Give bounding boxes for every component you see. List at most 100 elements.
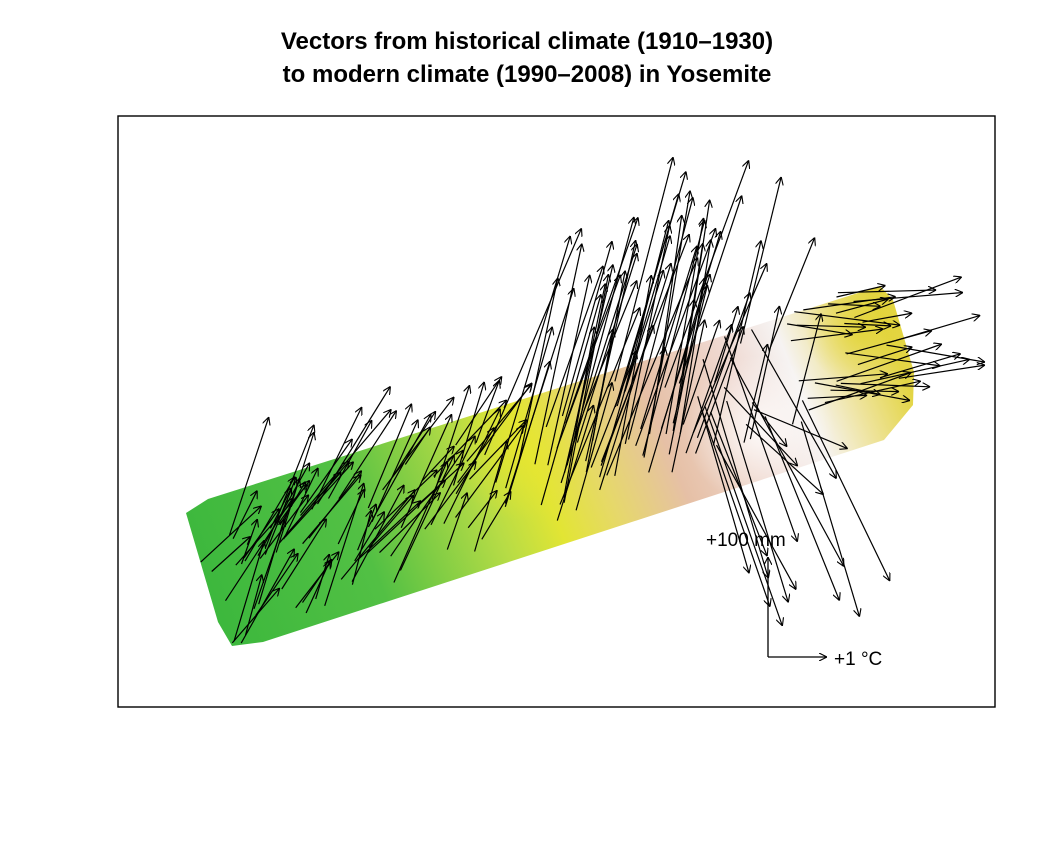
climate-vector xyxy=(857,347,913,366)
climate-vector xyxy=(749,306,779,440)
climate-vector xyxy=(696,293,750,439)
climate-vector xyxy=(798,374,888,382)
climate-vector xyxy=(712,240,761,446)
climate-vector xyxy=(400,414,452,528)
climate-vector xyxy=(371,420,418,523)
climate-vector xyxy=(469,420,527,480)
climate-vector xyxy=(860,359,970,385)
climate-vector xyxy=(764,416,839,600)
climate-vector xyxy=(224,498,293,602)
climate-vector xyxy=(828,304,881,306)
climate-vector xyxy=(259,495,309,559)
climate-vector xyxy=(768,238,814,351)
climate-vector xyxy=(563,274,608,503)
climate-vector xyxy=(640,246,697,430)
climate-vector xyxy=(854,277,961,319)
climate-vector xyxy=(302,475,362,545)
climate-vector xyxy=(240,549,294,644)
climate-vector xyxy=(685,324,732,454)
climate-vector xyxy=(599,263,671,491)
climate-vector xyxy=(475,380,499,444)
climate-vector xyxy=(351,510,371,585)
climate-vector xyxy=(796,325,866,327)
climate-vector xyxy=(547,275,590,466)
climate-vector xyxy=(807,395,868,398)
climate-vector xyxy=(836,344,942,382)
climate-vector xyxy=(898,365,985,379)
climate-vector xyxy=(504,361,550,507)
climate-vector xyxy=(559,307,640,505)
climate-vector xyxy=(200,506,262,563)
climate-vector xyxy=(624,225,669,445)
climate-vector xyxy=(695,326,744,454)
climate-vector xyxy=(715,444,797,589)
climate-vector xyxy=(724,336,798,542)
climate-vector xyxy=(862,313,913,323)
climate-vector xyxy=(745,423,824,494)
climate-vector xyxy=(879,354,961,379)
climate-vector xyxy=(244,574,262,636)
climate-vector xyxy=(836,286,886,298)
climate-vector xyxy=(517,278,558,465)
climate-vector xyxy=(311,407,362,510)
climate-vector xyxy=(592,329,613,441)
climate-vector xyxy=(888,315,981,344)
climate-vector xyxy=(702,359,768,578)
climate-vector xyxy=(430,436,475,526)
climate-vector xyxy=(808,372,912,411)
climate-vector xyxy=(281,519,327,590)
climate-vector xyxy=(800,421,859,617)
climate-vector xyxy=(545,266,603,428)
climate-vector xyxy=(671,320,705,473)
climate-vector xyxy=(561,241,612,417)
climate-vector xyxy=(845,352,940,366)
climate-vector xyxy=(540,294,601,506)
climate-vector xyxy=(367,404,411,509)
climate-vector xyxy=(446,493,467,550)
climate-vector xyxy=(399,455,454,571)
climate-vector xyxy=(635,228,716,447)
plot-frame xyxy=(117,115,996,708)
climate-vector xyxy=(211,537,251,572)
climate-vector xyxy=(338,411,397,500)
climate-vector xyxy=(624,270,664,392)
climate-vector xyxy=(534,244,582,465)
climate-vector xyxy=(840,383,930,386)
climate-vector xyxy=(505,327,553,489)
climate-vector xyxy=(791,313,822,425)
climate-vector xyxy=(726,400,789,602)
climate-vector xyxy=(374,470,437,530)
climate-vector xyxy=(672,299,694,432)
chart-title-line-2: to modern climate (1990–2008) in Yosemit… xyxy=(282,61,772,88)
climate-vector xyxy=(575,382,612,511)
climate-vector xyxy=(729,357,844,567)
climate-vector xyxy=(390,450,464,557)
climate-vector xyxy=(563,264,614,473)
climate-vector xyxy=(315,554,330,600)
climate-vector xyxy=(455,425,524,518)
climate-vector xyxy=(710,411,768,556)
climate-vector xyxy=(565,217,638,424)
chart-title-line-1: Vectors from historical climate (1910–19… xyxy=(280,28,774,55)
climate-vector xyxy=(714,306,738,383)
climate-vector xyxy=(455,376,502,446)
climate-vector xyxy=(750,329,837,479)
legend-precip-label: +100 mm xyxy=(706,530,786,551)
climate-vector xyxy=(585,240,636,462)
climate-vector xyxy=(753,409,848,449)
climate-vector xyxy=(391,411,436,479)
climate-vector xyxy=(701,409,770,606)
climate-vector xyxy=(233,540,264,642)
climate-vector xyxy=(283,468,319,540)
climate-vector xyxy=(835,384,881,394)
climate-vector xyxy=(243,509,279,559)
climate-vector xyxy=(600,234,690,463)
climate-vector xyxy=(228,417,269,536)
climate-vector xyxy=(794,311,900,326)
climate-vector xyxy=(232,491,257,539)
climate-vector xyxy=(739,177,782,344)
climate-vector xyxy=(751,402,787,447)
climate-vector xyxy=(421,446,455,482)
climate-vector xyxy=(340,490,415,580)
